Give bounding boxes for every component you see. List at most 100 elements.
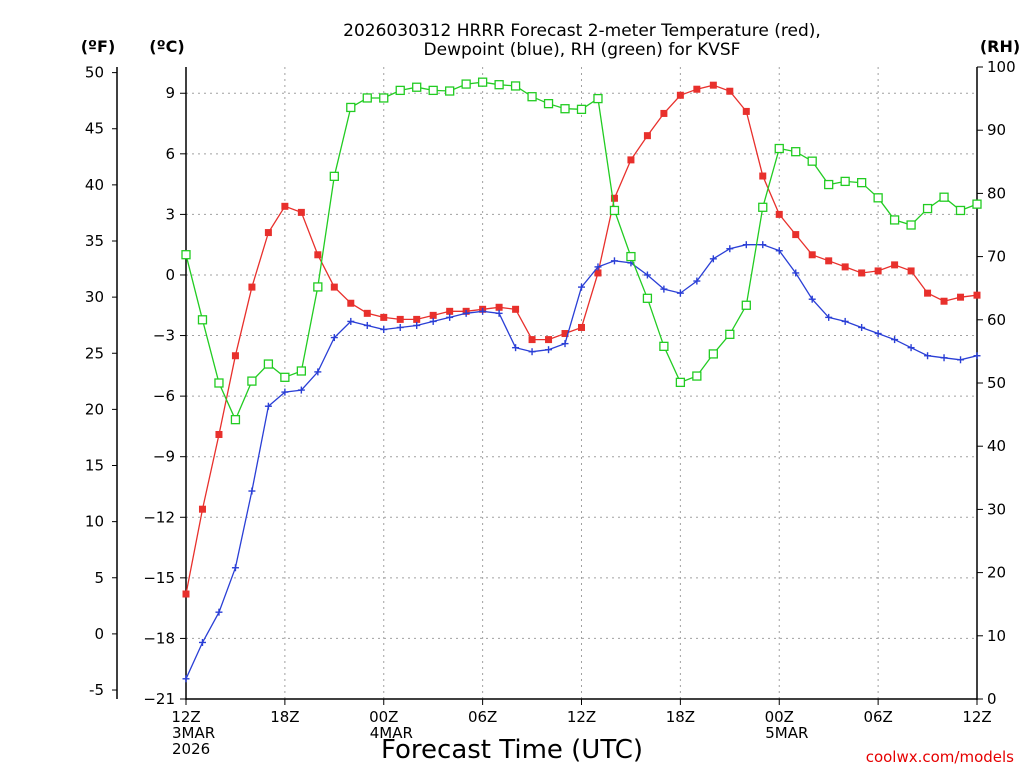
data-point [395,85,405,96]
fahrenheit-tick-label: 40 [85,176,104,194]
data-point [314,251,322,259]
data-point [462,309,470,317]
rh-tick-label: 30 [987,500,1006,518]
data-point [545,336,553,344]
data-point [247,376,257,386]
fahrenheit-tick-label: 5 [94,569,104,587]
data-point [380,325,388,333]
data-point [346,102,356,113]
data-point [924,352,932,360]
rh-tick-label: 40 [987,437,1006,455]
rh-tick-label: 50 [987,374,1006,392]
data-point [248,487,256,495]
data-point [841,317,849,325]
data-point [709,255,717,263]
celsius-tick-label: −3 [153,327,175,345]
celsius-tick-label: −9 [153,448,175,466]
data-point [446,307,454,315]
data-point [181,250,191,260]
chart-title-line-1: 2026030312 HRRR Forecast 2-meter Tempera… [343,21,821,41]
data-point [610,194,618,202]
fahrenheit-tick-label: 50 [85,64,104,82]
data-point [726,87,734,95]
data-point [528,336,536,344]
data-point [413,315,421,323]
data-point [924,289,932,297]
unit-label-rh: (RH) [980,37,1020,56]
celsius-tick-label: −18 [143,629,175,647]
fahrenheit-tick-label: 35 [85,232,104,250]
data-point [477,77,488,87]
data-point [725,329,735,339]
data-point [362,93,372,103]
data-point [825,313,833,321]
data-point [676,289,684,297]
data-point [543,99,554,109]
data-point [808,295,816,303]
data-point [610,257,618,265]
data-point [807,156,817,166]
data-point [808,251,816,259]
data-point [726,245,734,253]
data-point [693,277,701,285]
data-point [182,590,190,598]
data-point [446,313,454,321]
data-point [759,241,767,249]
data-point [428,85,438,96]
data-point [396,323,404,331]
data-point [412,82,422,92]
grid-lines [186,67,977,699]
data-point [742,241,750,249]
data-point [198,505,206,513]
data-point [445,86,455,96]
data-point [708,349,718,359]
data-point [313,282,323,292]
data-point [709,81,717,89]
data-point [578,323,585,331]
unit-label-fahrenheit: (ºF) [81,37,116,56]
data-point [957,356,965,364]
axes: -505101520253035404550−21−18−15−12−9−6−3… [85,58,1016,758]
data-point [330,283,338,291]
data-point [824,179,834,190]
data-point [560,104,570,114]
data-point [512,305,520,313]
data-series [181,77,982,683]
celsius-tick-label: 3 [165,205,175,223]
data-point [576,104,587,114]
data-point [643,271,651,279]
data-point [643,132,651,140]
data-point [840,176,850,187]
unit-label-celsius: (ºC) [149,37,184,56]
fahrenheit-tick-label: 20 [85,400,104,418]
data-point [940,354,948,362]
celsius-tick-label: −6 [153,387,175,405]
x-tick-label: 4MAR [370,724,413,742]
data-point [758,202,768,212]
data-point [510,81,521,91]
data-point [214,378,224,388]
data-point [874,267,882,275]
data-point [494,80,504,90]
data-point [906,220,916,230]
data-point [264,229,272,237]
data-point [248,283,256,291]
data-point [940,297,948,305]
data-point [858,323,866,331]
data-point [741,300,751,310]
data-point [561,340,569,348]
data-point [230,415,241,425]
x-tick-label: 12Z [567,708,596,726]
celsius-tick-label: −15 [143,569,175,587]
data-point [626,251,636,262]
data-point [889,215,900,225]
chart-title-line-2: Dewpoint (blue), RH (green) for KVSF [424,40,741,60]
data-point [461,79,471,89]
data-point [281,202,289,210]
data-point [296,366,307,376]
x-axis-title: Forecast Time (UTC) [381,735,643,765]
data-point [396,315,404,323]
data-point [528,348,536,356]
data-point [792,269,800,277]
